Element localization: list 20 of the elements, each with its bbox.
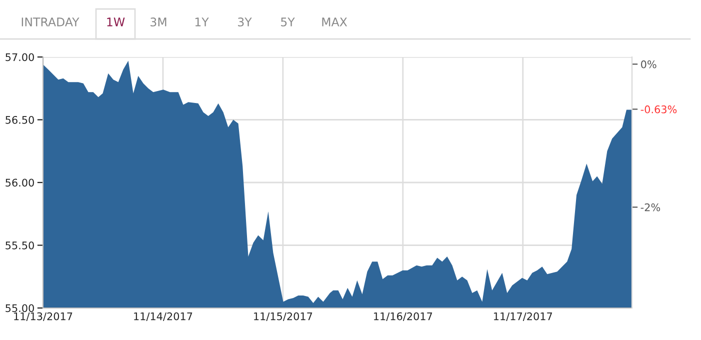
y2-tick-label: -0.63%	[640, 105, 677, 114]
text: 3Y	[238, 17, 252, 26]
x-tick-label: 11/14/2017	[134, 312, 192, 322]
y-tick-label: 56.00	[6, 178, 34, 187]
x-tick-label: 11/15/2017	[254, 312, 312, 322]
x-tick-label: 11/16/2017	[374, 312, 432, 322]
y2-tick-label: -2%	[640, 203, 660, 212]
text: INTRADAY	[22, 18, 80, 26]
x-tick-label: 11/13/2017	[14, 312, 72, 322]
y-tick-label: 55.00	[6, 304, 34, 312]
y-tick-label: 57.00	[6, 53, 34, 62]
text: 5Y	[281, 18, 295, 26]
text: MAX	[322, 18, 348, 26]
x-tick-label: 11/17/2017	[494, 312, 552, 322]
y-tick-label: 55.50	[6, 241, 34, 250]
y2-tick-label: 0%	[641, 60, 656, 68]
text: 1Y	[195, 18, 209, 26]
text: 1W	[107, 18, 125, 26]
text: 3M	[150, 17, 166, 26]
y-tick-label: 56.50	[6, 116, 34, 124]
